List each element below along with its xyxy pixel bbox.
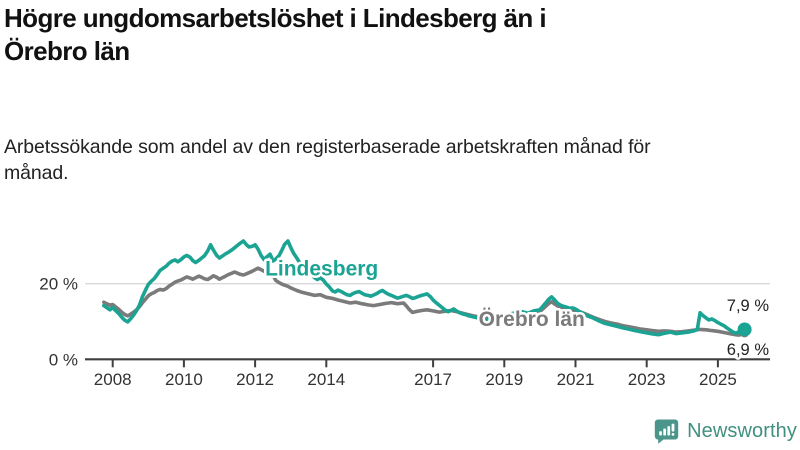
lindesberg-line <box>102 239 747 337</box>
-rebro-l-n-end-value-label: 6,9 % <box>727 341 770 359</box>
newsworthy-speech-bubble-bar-chart-icon <box>653 418 680 445</box>
-rebro-l-n-series-label: Örebro län <box>479 308 585 331</box>
x-axis-label: 2012 <box>236 370 274 389</box>
x-axis-label: 2014 <box>307 370 345 389</box>
x-axis-label: 2021 <box>557 370 595 389</box>
x-axis-label: 2017 <box>414 370 452 389</box>
chart-subtitle: Arbetssökande som andel av den registerb… <box>4 136 651 185</box>
page-title: Högre ungdomsarbetslöshet i Lindesberg ä… <box>4 3 547 67</box>
x-axis-label: 2010 <box>165 370 203 389</box>
x-axis-label: 2008 <box>94 370 132 389</box>
lindesberg-end-value-label: 7,9 % <box>727 297 770 315</box>
newsworthy-logo[interactable]: Newsworthy <box>653 418 797 445</box>
lindesberg-end-dot <box>737 322 752 337</box>
y-axis-label: 0 % <box>49 350 78 369</box>
x-axis-label: 2019 <box>485 370 523 389</box>
lindesberg-series-label: Lindesberg <box>265 258 378 281</box>
-rebro-l-n-line <box>102 266 747 337</box>
y-axis-label: 20 % <box>39 275 78 294</box>
x-axis-label: 2025 <box>699 370 737 389</box>
newsworthy-brand-name: Newsworthy <box>687 420 797 442</box>
x-axis-label: 2023 <box>628 370 666 389</box>
